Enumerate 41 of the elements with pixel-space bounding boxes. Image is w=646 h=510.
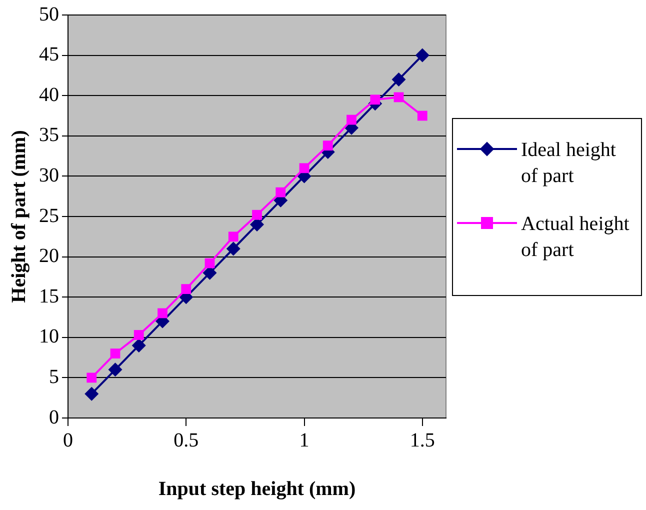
- point: [108, 362, 122, 377]
- y-axis-title: Height of part (mm): [8, 130, 30, 303]
- y-tick-label: 5: [49, 366, 59, 388]
- point: [417, 110, 428, 121]
- point: [86, 372, 97, 383]
- legend-label: Actual height of part: [521, 212, 630, 263]
- x-axis-title: Input step height (mm): [158, 478, 356, 500]
- point: [228, 232, 238, 242]
- point: [226, 242, 240, 256]
- point: [394, 92, 404, 102]
- x-tick-label: 0: [63, 429, 73, 452]
- y-tick-label: 0: [49, 406, 59, 428]
- y-tick-label: 20: [39, 245, 59, 268]
- y-tick-label: 35: [39, 124, 59, 146]
- point: [132, 338, 146, 352]
- point: [276, 187, 286, 198]
- point: [322, 140, 333, 151]
- y-tick-label: 40: [39, 84, 59, 106]
- point: [415, 48, 430, 62]
- y-tick-label: 10: [39, 326, 59, 348]
- point: [346, 114, 356, 125]
- point: [370, 94, 380, 105]
- legend-label: Ideal height of part: [521, 138, 617, 189]
- y-tick-label: 30: [39, 164, 59, 186]
- point: [204, 258, 215, 268]
- point: [181, 284, 192, 294]
- point: [392, 72, 406, 86]
- y-tick-label: 25: [39, 204, 59, 227]
- point: [158, 308, 168, 318]
- point: [110, 348, 120, 358]
- y-tick-label: 15: [39, 285, 59, 308]
- point: [250, 218, 264, 232]
- point: [134, 330, 144, 340]
- x-tick-label: 1.5: [410, 429, 435, 452]
- point: [84, 386, 99, 401]
- point: [252, 210, 262, 220]
- point: [299, 163, 310, 174]
- x-tick-label: 1: [299, 429, 310, 452]
- y-tick-label: 50: [39, 3, 59, 26]
- y-tick-label: 45: [39, 44, 59, 66]
- x-tick-label: 0.5: [174, 429, 199, 452]
